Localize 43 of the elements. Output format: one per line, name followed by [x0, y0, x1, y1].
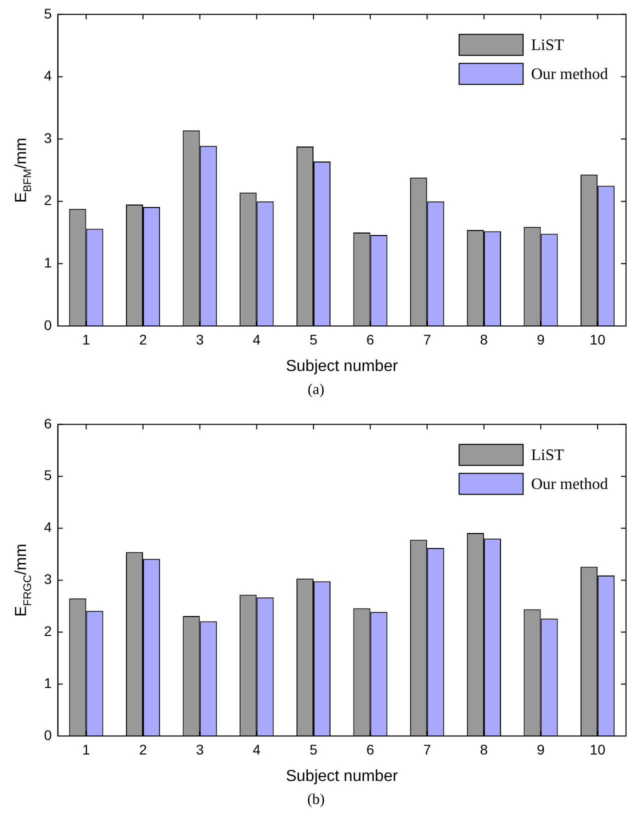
x-tick-label: 5	[310, 331, 318, 348]
x-tick-label: 4	[252, 741, 261, 758]
y-tick-label: 4	[44, 519, 52, 536]
legend-label: LiST	[531, 37, 564, 54]
x-tick-label: 1	[82, 331, 90, 348]
text: (a)	[306, 382, 326, 399]
y-tick-label: 5	[44, 467, 52, 484]
x-tick-label: 3	[196, 741, 204, 758]
x-tick-label: 2	[139, 741, 148, 758]
y-tick-label: 1	[44, 254, 52, 271]
x-tick-label: 6	[366, 331, 374, 348]
x-axis-title: Subject number	[286, 768, 399, 785]
y-tick-label: 6	[44, 415, 52, 432]
x-tick-label: 9	[536, 331, 545, 348]
y-tick-label: 5	[44, 5, 52, 22]
x-tick-label: 4	[252, 331, 261, 348]
x-tick-label: 6	[366, 741, 374, 758]
text: (b)	[306, 792, 326, 809]
legend-label: LiST	[531, 447, 564, 464]
y-tick-label: 4	[44, 68, 52, 84]
x-tick-label: 10	[590, 741, 606, 758]
legend-label: Our method	[531, 66, 608, 84]
x-tick-label: 9	[536, 741, 545, 758]
x-tick-label: 10	[590, 331, 606, 348]
y-tick-label: 2	[44, 192, 52, 208]
y-tick-label: 2	[44, 622, 52, 639]
legend-label: Our method	[531, 476, 608, 494]
x-tick-label: 8	[480, 331, 488, 348]
x-tick-label: 7	[423, 331, 432, 348]
y-tick-label: 3	[44, 130, 52, 146]
y-axis-title: EFRGC/mm	[13, 544, 34, 617]
y-tick-label: 0	[44, 316, 52, 333]
x-tick-label: 8	[480, 741, 488, 758]
x-axis-title: Subject number	[286, 358, 399, 375]
y-tick-label: 3	[44, 571, 52, 588]
y-tick-label: 0	[44, 726, 52, 743]
x-tick-label: 5	[310, 741, 318, 758]
x-tick-label: 1	[82, 741, 90, 758]
y-tick-label: 1	[44, 674, 52, 691]
x-tick-label: 2	[139, 331, 148, 348]
x-tick-label: 7	[423, 741, 432, 758]
y-axis-title: EBFM/mm	[13, 138, 34, 203]
x-tick-label: 3	[196, 331, 204, 348]
